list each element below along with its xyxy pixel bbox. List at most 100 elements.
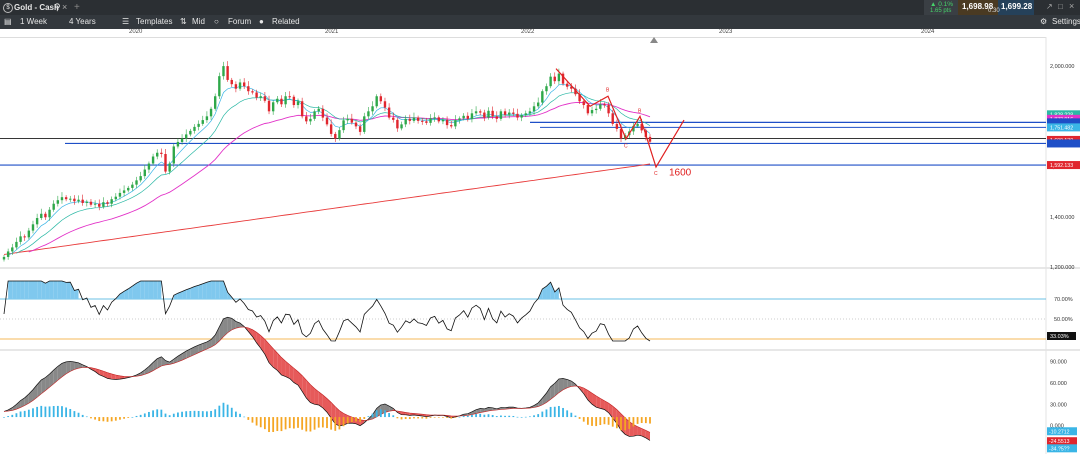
rsi-overbought-fill — [20, 281, 25, 299]
mid-button[interactable]: Mid — [192, 17, 205, 26]
rsi-tick-label: 70.00% — [1054, 297, 1073, 303]
candle-body — [172, 146, 175, 164]
candle-body — [466, 115, 469, 119]
macd-histogram-bar — [94, 417, 97, 420]
related-button[interactable]: Related — [272, 17, 300, 26]
rsi-overbought-fill — [57, 281, 62, 299]
macd-fill — [256, 332, 261, 349]
candle-body — [412, 117, 416, 121]
add-tab-icon[interactable]: + — [74, 2, 80, 13]
forum-icon[interactable]: ○ — [214, 17, 219, 26]
rsi-overbought-fill — [542, 286, 547, 299]
settings-icon[interactable]: ⚙ — [1040, 17, 1048, 26]
candle-body — [421, 120, 424, 122]
macd-histogram-bar — [189, 410, 192, 418]
macd-fill — [74, 362, 79, 370]
candle-body — [582, 101, 585, 106]
candle-body — [234, 84, 238, 89]
macd-histogram-bar — [400, 417, 403, 420]
change-box: ▲ 0.1% 1.65 pts — [924, 0, 958, 15]
templates-button[interactable]: Templates — [136, 17, 173, 26]
candle-body — [474, 111, 478, 114]
price-type-icon[interactable]: ⇅ — [180, 17, 187, 26]
macd-fill — [397, 411, 402, 415]
macd-histogram-bar — [292, 417, 295, 429]
macd-histogram-bar — [218, 405, 221, 418]
maximize-icon[interactable]: □ — [1058, 2, 1063, 11]
macd-histogram-bar — [131, 416, 134, 418]
rsi-value-label: 33.03% — [1050, 334, 1069, 340]
close-tab-icon[interactable]: × — [62, 2, 68, 12]
candle-body — [483, 112, 486, 118]
macd-histogram-bar — [483, 414, 486, 418]
macd-fill — [215, 326, 220, 345]
macd-fill — [66, 361, 71, 374]
candle-body — [549, 76, 552, 87]
pattern-label: B — [638, 108, 642, 114]
macd-fill — [538, 398, 543, 407]
candle-body — [242, 82, 246, 87]
candle-body — [516, 113, 519, 118]
candle-body — [122, 190, 126, 193]
macd-histogram-bar — [346, 417, 349, 424]
price-tag-label: 1,592.133 — [1050, 163, 1073, 169]
macd-histogram-bar — [421, 417, 424, 419]
macd-histogram-bar — [446, 417, 448, 418]
interval-select[interactable]: 1 Week — [20, 17, 47, 26]
candle-body — [594, 108, 598, 111]
macd-histogram-bar — [297, 417, 299, 428]
candle-body — [197, 123, 200, 127]
symbol-title: Gold - Cash — [14, 3, 59, 12]
macd-fill — [61, 361, 67, 377]
candle-body — [425, 121, 428, 123]
range-select[interactable]: 4 Years — [69, 17, 96, 26]
macd-histogram-bar — [98, 417, 101, 422]
macd-histogram-bar — [392, 415, 395, 418]
scroll-marker-icon[interactable] — [650, 37, 658, 43]
candle-body — [619, 128, 623, 139]
macd-histogram-bar — [334, 417, 337, 431]
settings-button[interactable]: Settings — [1052, 17, 1080, 26]
macd-histogram-bar — [230, 407, 233, 418]
rsi-overbought-fill — [144, 281, 149, 299]
candle-body — [85, 201, 89, 203]
macd-fill — [310, 384, 315, 405]
layout-icon[interactable]: ▤ — [4, 17, 12, 26]
ask-box[interactable]: 0.30 1,699.28 — [988, 0, 1034, 15]
macd-histogram-bar — [40, 405, 43, 418]
macd-histogram-bar — [466, 415, 469, 418]
search-icon[interactable]: ⚲ — [54, 2, 61, 12]
candle-body — [346, 118, 349, 121]
macd-fill — [596, 395, 601, 409]
candle-body — [31, 224, 35, 231]
macd-histogram-bar — [591, 417, 593, 426]
candle-body — [27, 230, 31, 238]
templates-icon[interactable]: ☰ — [122, 17, 130, 26]
forum-button[interactable]: Forum — [228, 17, 252, 26]
close-window-icon[interactable]: × — [1069, 1, 1075, 11]
macd-fill — [277, 352, 282, 375]
macd-histogram-bar — [475, 413, 477, 418]
macd-histogram-bar — [272, 417, 275, 432]
bid-box[interactable]: 1,698.98 — [958, 0, 998, 15]
macd-histogram-bar — [640, 417, 643, 423]
popout-icon[interactable]: ↗ — [1046, 2, 1053, 11]
macd-histogram-bar — [611, 417, 614, 427]
candle-body — [305, 116, 308, 122]
candle-body — [168, 163, 171, 172]
candle-body — [251, 91, 254, 93]
macd-fill — [583, 387, 588, 400]
macd-histogram-bar — [201, 411, 204, 418]
macd-histogram-bar — [255, 417, 258, 426]
macd-fill — [633, 424, 638, 437]
candle-body — [201, 120, 204, 124]
macd-value-tag — [1047, 427, 1077, 436]
candle-body — [180, 138, 184, 142]
macd-histogram-bar — [44, 406, 47, 418]
candle-body — [156, 152, 159, 157]
related-icon[interactable]: ● — [259, 17, 264, 26]
rsi-overbought-fill — [128, 286, 133, 299]
macd-fill — [144, 366, 149, 375]
candle-body — [603, 104, 606, 106]
